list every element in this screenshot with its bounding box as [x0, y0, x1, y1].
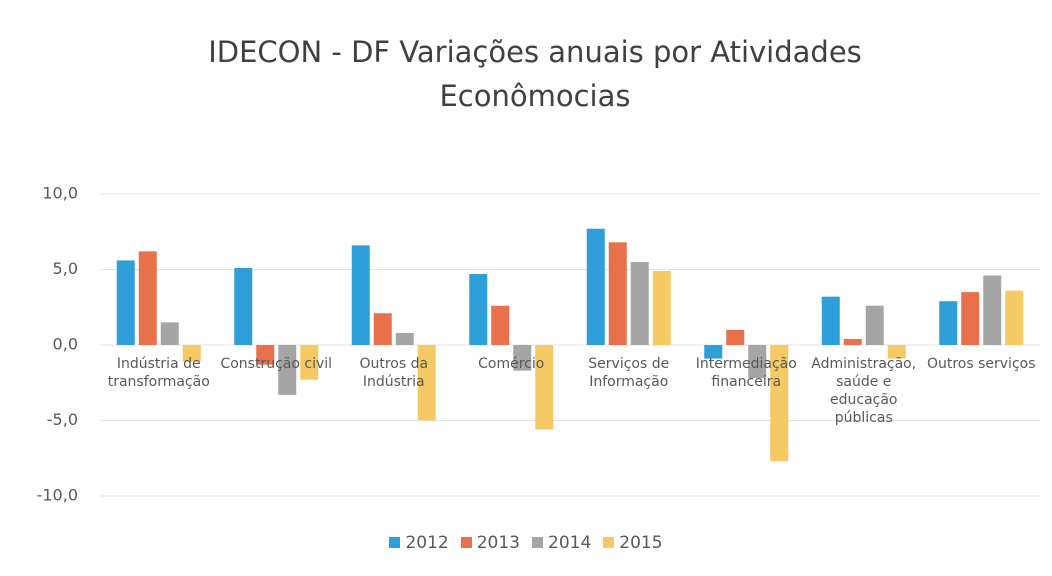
bar [961, 292, 980, 345]
legend-swatch [460, 537, 472, 548]
bar [417, 345, 436, 421]
bar [748, 345, 767, 379]
bar [1005, 290, 1024, 345]
bar [256, 345, 275, 365]
legend-swatch [532, 537, 543, 548]
bar [939, 301, 958, 345]
legend-label: 2014 [548, 533, 592, 553]
bar [300, 345, 319, 380]
legend-label: 2013 [476, 533, 520, 553]
x-tick-label: Comércio [478, 356, 545, 372]
bar [770, 345, 789, 462]
bar [630, 261, 649, 345]
x-tick-label: Intermediação financeira [695, 356, 797, 390]
bar [351, 245, 370, 345]
bar [726, 329, 745, 345]
bar [865, 305, 884, 345]
x-tick-label: Indústria de transformação [107, 356, 210, 390]
x-tick-label: Outros da Indústria [359, 356, 429, 390]
y-tick-label: -5,0 [47, 410, 78, 429]
legend-item: 2015 [603, 533, 663, 553]
legend-item: 2013 [460, 533, 520, 553]
bar [160, 322, 179, 345]
bar [373, 313, 392, 345]
legend-swatch [389, 537, 401, 548]
bar [608, 242, 627, 345]
legend-label: 2015 [619, 533, 663, 553]
legend: 2012 2013 2014 2015 [0, 533, 1052, 553]
legend-item: 2012 [389, 533, 449, 553]
x-tick-label: Construção civil [220, 356, 333, 372]
bar [182, 345, 201, 362]
bar [234, 267, 253, 345]
legend-label: 2012 [405, 533, 449, 553]
y-tick-label: 10,0 [42, 184, 78, 203]
bar [983, 275, 1002, 345]
bar [843, 338, 862, 345]
legend-swatch [603, 537, 615, 548]
bar [491, 305, 510, 345]
bar [887, 345, 906, 359]
chart-title: IDECON - DF Variações anuais por Ativida… [208, 35, 862, 113]
bar [116, 260, 135, 345]
bar [535, 345, 554, 430]
x-tick-label: Serviços de Informação [588, 356, 670, 390]
bar [704, 345, 723, 359]
x-tick-label: Outros serviços [926, 356, 1036, 372]
bar [513, 345, 532, 371]
bar [138, 251, 157, 345]
y-tick-label: 0,0 [53, 335, 78, 354]
bar [821, 296, 840, 345]
x-tick-label: Administração, saúde e educação públicas [811, 356, 917, 426]
bar [652, 271, 671, 345]
bar [278, 345, 297, 395]
bar [395, 332, 414, 345]
legend-item: 2014 [532, 533, 591, 553]
bar [586, 228, 605, 345]
bar [469, 274, 488, 345]
y-tick-label: 5,0 [53, 259, 78, 278]
y-tick-label: -10,0 [37, 486, 78, 505]
